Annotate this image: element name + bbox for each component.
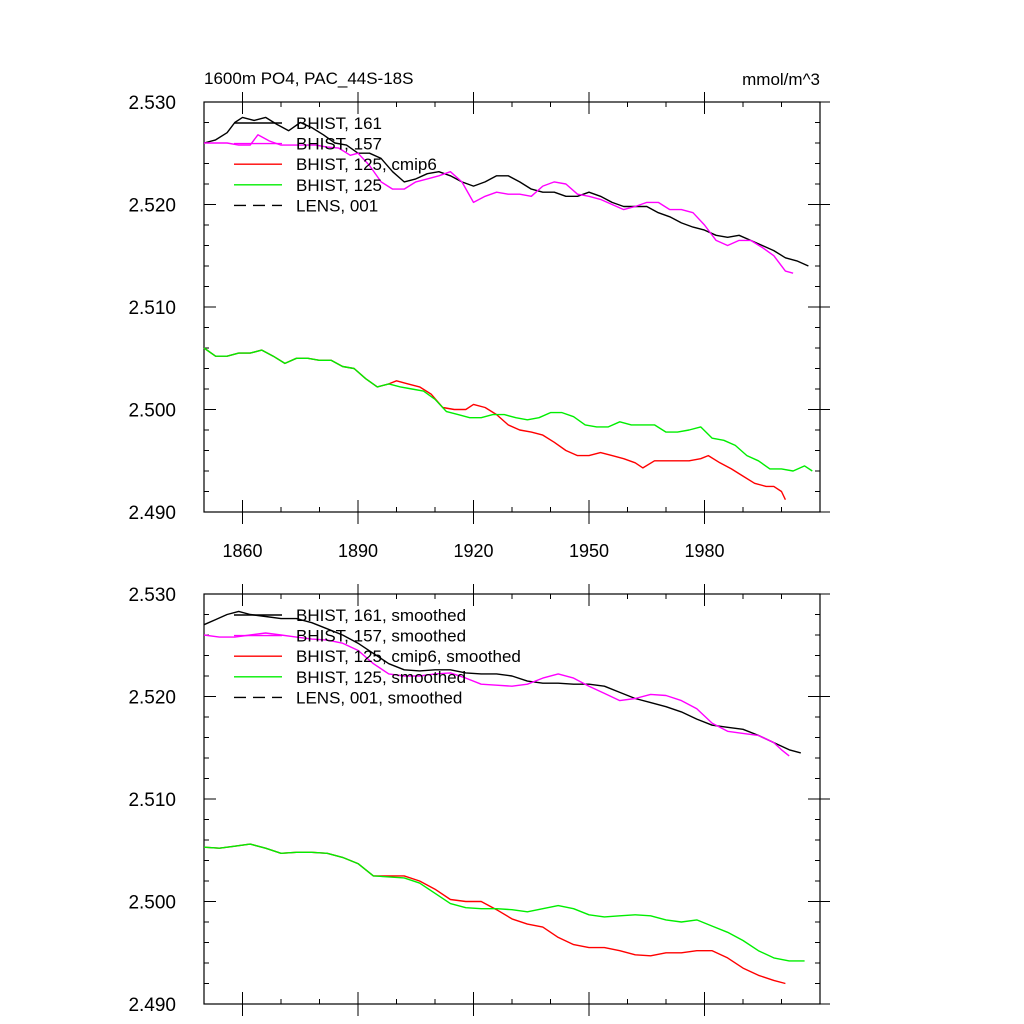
top-panel: 1860 1890 1920 1950 1980 2.490 2.500 2.510 2.520… [128, 92, 830, 561]
legend-label: BHIST, 157, smoothed [296, 627, 466, 646]
legend-label: BHIST, 125, smoothed [296, 668, 466, 687]
series-line [203, 610, 801, 754]
units-label: mmol/m^3 [742, 70, 820, 89]
y-tick-label: 2.530 [128, 93, 176, 114]
legend-label: LENS, 001, smoothed [296, 688, 462, 707]
series-line [203, 843, 805, 962]
series-line [204, 134, 794, 274]
x-tick-label: 1920 [453, 541, 493, 561]
y-tick-label: 2.490 [128, 503, 176, 524]
legend-label: BHIST, 161 [296, 114, 382, 133]
legend-label: BHIST, 157 [296, 135, 382, 154]
y-tick-label: 2.520 [128, 196, 176, 217]
y-tick-label: 2.500 [128, 401, 176, 422]
series-line [203, 632, 790, 757]
y-tick-label: 2.500 [128, 893, 176, 914]
y-tick-label: 2.510 [128, 790, 176, 811]
y-tick-label: 2.490 [128, 995, 176, 1016]
legend-label: BHIST, 125, cmip6 [296, 155, 437, 174]
legend-label: LENS, 001 [296, 196, 378, 215]
legend-label: BHIST, 161, smoothed [296, 606, 466, 625]
y-tick-label: 2.520 [128, 688, 176, 709]
series-line [203, 116, 809, 267]
series-line [203, 347, 813, 472]
x-tick-label: 1980 [684, 541, 724, 561]
y-tick-label: 2.530 [128, 585, 176, 606]
legend-label: BHIST, 125, cmip6, smoothed [296, 647, 521, 666]
legend-label: BHIST, 125 [296, 176, 382, 195]
chart-title: 1600m PO4, PAC_44S-18S [204, 69, 413, 88]
series-line [203, 347, 787, 501]
x-tick-label: 1860 [222, 541, 262, 561]
x-tick-label: 1890 [338, 541, 378, 561]
x-tick-label: 1950 [569, 541, 609, 561]
series-line [203, 843, 786, 985]
y-tick-label: 2.510 [128, 298, 176, 319]
bottom-panel: 2.490 2.500 2.510 2.520 2.530 BHIST, 161, smo… [128, 584, 830, 1016]
